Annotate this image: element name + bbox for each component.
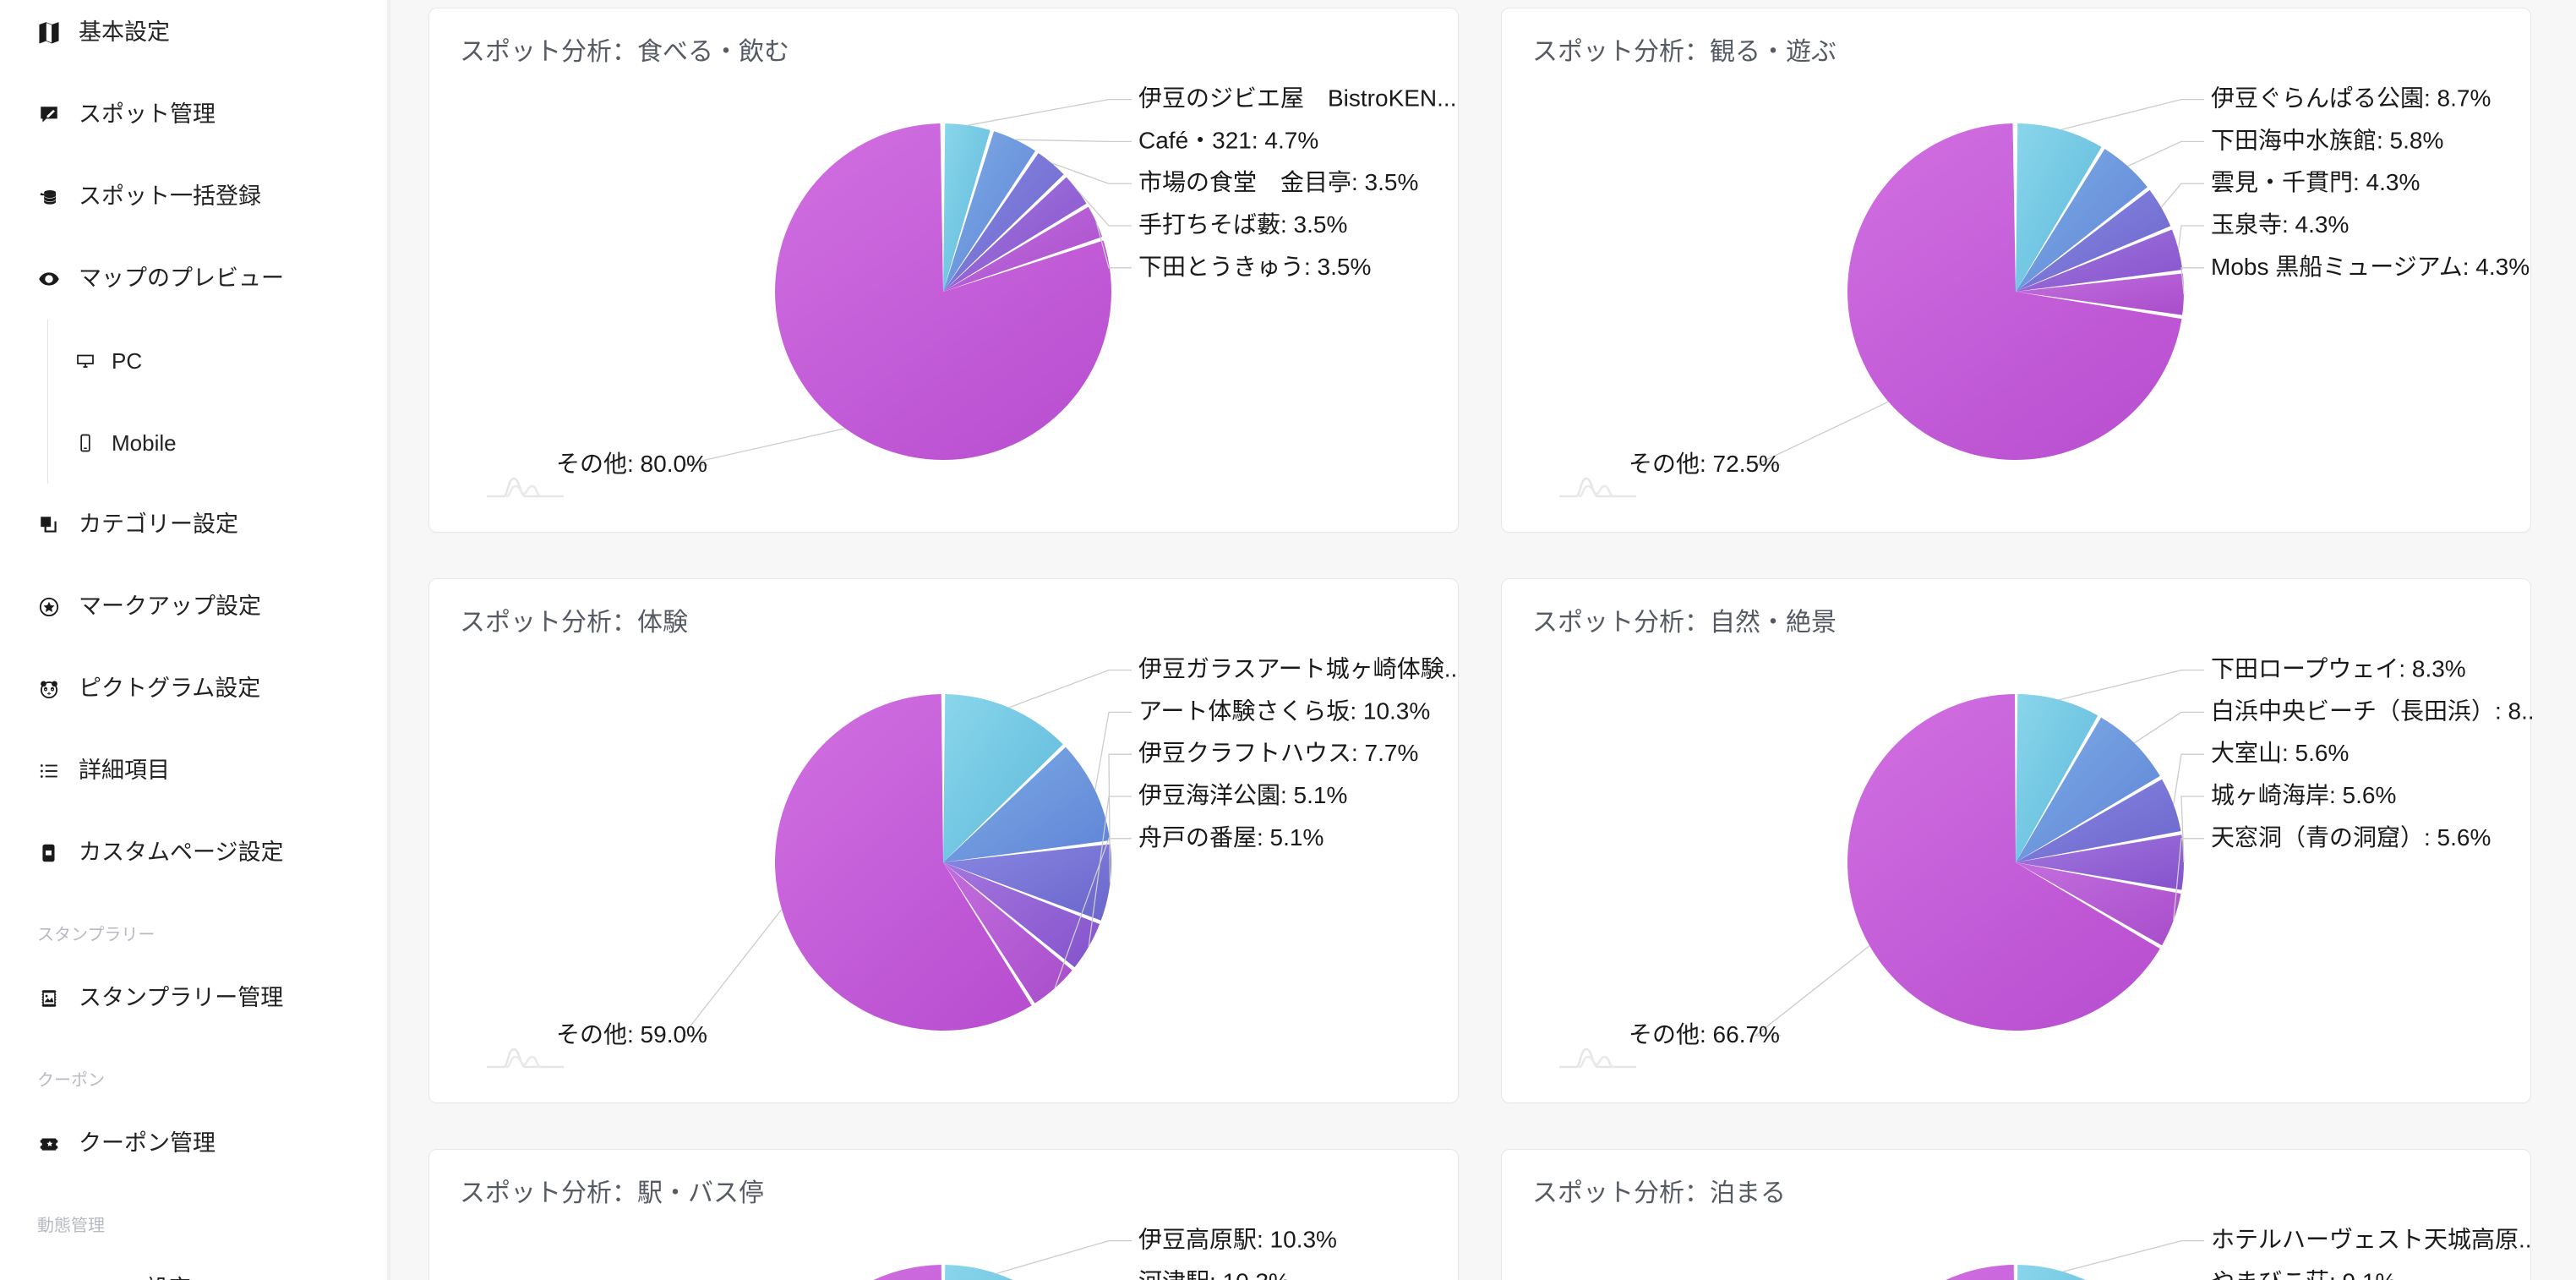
svg-text:伊豆のジビエ屋 BistroKEN...: 伊豆のジビエ屋 BistroKEN...	[1138, 85, 1456, 112]
svg-text:Café・321: 4.7%: Café・321: 4.7%	[1138, 127, 1318, 153]
svg-text:下田ロープウェイ: 8.3%: 下田ロープウェイ: 8.3%	[2211, 656, 2466, 682]
svg-text:天窓洞（青の洞窟）: 5.6%: 天窓洞（青の洞窟）: 5.6%	[2211, 824, 2491, 851]
svg-text:大室山: 5.6%: 大室山: 5.6%	[2211, 740, 2349, 766]
svg-text:Mobs 黒船ミュージアム: 4.3%: Mobs 黒船ミュージアム: 4.3%	[2211, 254, 2530, 280]
svg-text:伊豆クラフトハウス: 7.7%: 伊豆クラフトハウス: 7.7%	[1138, 740, 1418, 766]
svg-text:下田とうきゅう: 3.5%: 下田とうきゅう: 3.5%	[1138, 254, 1371, 280]
svg-text:舟戸の番屋: 5.1%: 舟戸の番屋: 5.1%	[1138, 824, 1323, 851]
svg-text:下田海中水族館: 5.8%: 下田海中水族館: 5.8%	[2211, 127, 2443, 153]
svg-text:その他: 72.5%: その他: 72.5%	[1629, 451, 1780, 477]
svg-text:手打ちそば藪: 3.5%: 手打ちそば藪: 3.5%	[1138, 211, 1347, 238]
svg-text:その他: 66.7%: その他: 66.7%	[1629, 1021, 1780, 1048]
svg-text:城ヶ崎海岸: 5.6%: 城ヶ崎海岸: 5.6%	[2211, 782, 2396, 808]
svg-text:白浜中央ビーチ（長田浜）: 8...: 白浜中央ビーチ（長田浜）: 8...	[2211, 697, 2532, 724]
svg-text:雲見・千貫門: 4.3%: 雲見・千貫門: 4.3%	[2211, 169, 2420, 195]
svg-text:やまびこ荘: 9.1%: やまびこ荘: 9.1%	[2211, 1268, 2396, 1280]
svg-text:伊豆ガラスアート城ヶ崎体験...: 伊豆ガラスアート城ヶ崎体験...	[1138, 656, 1460, 682]
svg-text:アート体験さくら坂: 10.3%: アート体験さくら坂: 10.3%	[1138, 697, 1430, 724]
svg-text:その他: 59.0%: その他: 59.0%	[556, 1021, 707, 1048]
svg-text:その他: 80.0%: その他: 80.0%	[556, 451, 707, 477]
svg-text:河津駅: 10.3%: 河津駅: 10.3%	[1138, 1268, 1290, 1280]
svg-text:市場の食堂 金目亭: 3.5%: 市場の食堂 金目亭: 3.5%	[1138, 169, 1418, 195]
svg-text:伊豆海洋公園: 5.1%: 伊豆海洋公園: 5.1%	[1138, 782, 1347, 808]
svg-text:伊豆高原駅: 10.3%: 伊豆高原駅: 10.3%	[1138, 1227, 1337, 1253]
svg-text:ホテルハーヴェスト天城高原...: ホテルハーヴェスト天城高原...	[2211, 1227, 2532, 1253]
svg-text:伊豆ぐらんぱる公園: 8.7%: 伊豆ぐらんぱる公園: 8.7%	[2211, 85, 2491, 112]
svg-text:玉泉寺: 4.3%: 玉泉寺: 4.3%	[2211, 211, 2349, 238]
